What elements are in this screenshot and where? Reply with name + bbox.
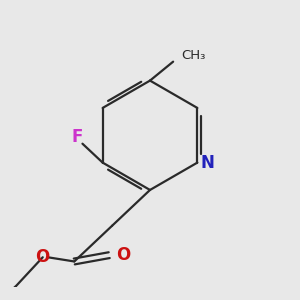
Text: O: O <box>36 248 50 266</box>
Text: O: O <box>116 246 130 264</box>
Text: F: F <box>72 128 83 146</box>
Text: N: N <box>201 154 214 172</box>
Text: CH₃: CH₃ <box>182 49 206 62</box>
